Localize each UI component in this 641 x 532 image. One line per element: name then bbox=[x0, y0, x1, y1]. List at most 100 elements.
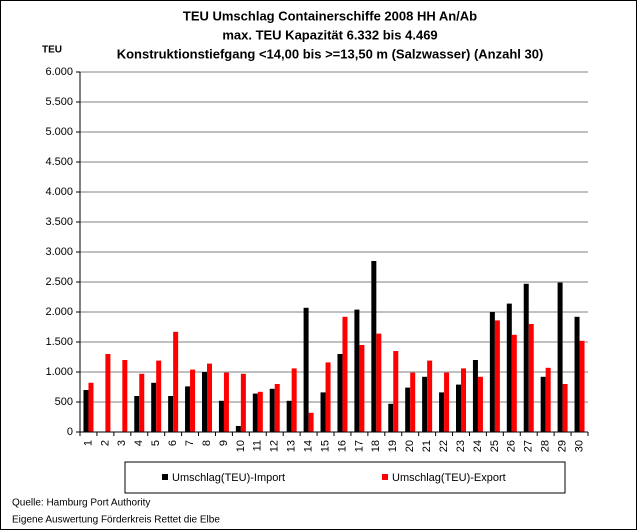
x-tick-label: 19 bbox=[387, 440, 399, 452]
y-tick-label: 5.000 bbox=[45, 126, 73, 138]
bar bbox=[444, 372, 450, 432]
bar bbox=[337, 354, 343, 432]
bar bbox=[427, 360, 433, 432]
bar bbox=[579, 340, 585, 432]
y-tick-label: 1.500 bbox=[45, 336, 73, 348]
bar bbox=[489, 312, 495, 432]
bar bbox=[523, 283, 529, 432]
x-tick-label: 25 bbox=[489, 440, 501, 452]
bar bbox=[439, 392, 445, 432]
bar bbox=[545, 367, 551, 432]
y-tick-label: 1.000 bbox=[45, 366, 73, 378]
legend-swatch bbox=[382, 474, 388, 480]
bar bbox=[190, 369, 196, 432]
bar bbox=[202, 372, 207, 432]
bar bbox=[422, 376, 428, 432]
bar bbox=[393, 351, 399, 432]
x-tick-label: 11 bbox=[252, 440, 264, 451]
x-tick-label: 30 bbox=[573, 440, 585, 452]
x-tick-label: 13 bbox=[286, 440, 298, 452]
x-tick-label: 23 bbox=[455, 440, 467, 452]
x-tick-label: 28 bbox=[540, 440, 552, 452]
y-tick-label: 6.000 bbox=[45, 66, 73, 78]
legend bbox=[124, 461, 566, 494]
y-tick-label: 500 bbox=[55, 396, 73, 408]
bar bbox=[371, 261, 377, 432]
bar bbox=[506, 303, 512, 432]
bar bbox=[218, 400, 224, 432]
bar bbox=[185, 386, 191, 432]
bar bbox=[320, 392, 326, 432]
bar bbox=[240, 373, 246, 432]
bar bbox=[223, 372, 229, 432]
bar bbox=[456, 384, 461, 432]
bar bbox=[105, 354, 111, 432]
bar bbox=[410, 372, 416, 432]
x-tick-label: 17 bbox=[353, 440, 365, 452]
bar bbox=[376, 333, 382, 432]
bar bbox=[540, 376, 546, 432]
bar bbox=[83, 390, 89, 432]
bar bbox=[168, 396, 174, 432]
bar bbox=[257, 391, 263, 432]
x-tick-label: 20 bbox=[404, 440, 416, 452]
bar bbox=[173, 331, 179, 432]
y-tick-label: 2.500 bbox=[45, 276, 73, 288]
bar bbox=[461, 368, 466, 432]
x-tick-label: 8 bbox=[201, 440, 213, 446]
legend-label: Umschlag(TEU)-Import bbox=[172, 472, 285, 484]
y-tick-label: 4.500 bbox=[45, 156, 73, 168]
x-tick-label: 6 bbox=[167, 440, 179, 446]
x-tick-label: 12 bbox=[269, 440, 281, 452]
footnote: Eigene Auswertung Förderkreis Rettet die… bbox=[12, 515, 220, 526]
x-tick-label: 24 bbox=[472, 440, 484, 452]
x-tick-label: 22 bbox=[438, 440, 450, 452]
bar bbox=[359, 345, 365, 432]
x-tick-label: 9 bbox=[218, 440, 230, 446]
y-tick-label: 0 bbox=[67, 426, 73, 438]
bar bbox=[252, 393, 258, 432]
x-tick-label: 10 bbox=[235, 440, 247, 452]
bar bbox=[388, 403, 394, 432]
y-tick-label: 5.500 bbox=[45, 96, 73, 108]
y-tick-label: 2.000 bbox=[45, 306, 73, 318]
y-axis-label: TEU bbox=[42, 45, 62, 56]
bar bbox=[472, 360, 478, 432]
bar bbox=[291, 368, 297, 432]
x-tick-label: 4 bbox=[133, 440, 145, 446]
bar bbox=[342, 316, 348, 432]
bar bbox=[286, 400, 292, 432]
bar bbox=[354, 309, 360, 432]
x-tick-label: 21 bbox=[421, 440, 433, 452]
bar bbox=[405, 387, 411, 432]
x-tick-label: 18 bbox=[370, 440, 382, 452]
bar bbox=[151, 382, 157, 432]
bar bbox=[269, 388, 275, 432]
bar bbox=[207, 363, 212, 432]
x-tick-label: 26 bbox=[506, 440, 518, 452]
y-tick-label: 3.000 bbox=[45, 246, 73, 258]
chart-title: TEU Umschlag Containerschiffe 2008 HH An… bbox=[183, 8, 477, 23]
bar bbox=[139, 373, 145, 432]
bar bbox=[134, 396, 140, 432]
bar bbox=[574, 316, 580, 432]
bar bbox=[235, 426, 241, 432]
bar bbox=[122, 360, 128, 432]
legend-label: Umschlag(TEU)-Export bbox=[392, 472, 506, 484]
footnote: Quelle: Hamburg Port Authority bbox=[12, 498, 150, 509]
x-tick-label: 27 bbox=[523, 440, 535, 452]
bar bbox=[156, 360, 162, 432]
chart-title: max. TEU Kapazität 6.332 bis 4.469 bbox=[222, 27, 437, 42]
bar bbox=[477, 376, 483, 432]
x-tick-label: 7 bbox=[184, 440, 196, 446]
bar bbox=[511, 334, 517, 432]
bar bbox=[562, 384, 568, 432]
x-tick-label: 29 bbox=[557, 440, 569, 452]
bar bbox=[303, 307, 309, 432]
x-tick-label: 5 bbox=[150, 440, 162, 446]
x-tick-label: 2 bbox=[99, 440, 111, 446]
x-tick-label: 1 bbox=[82, 440, 94, 446]
x-tick-label: 14 bbox=[303, 440, 315, 452]
bar bbox=[308, 412, 314, 432]
